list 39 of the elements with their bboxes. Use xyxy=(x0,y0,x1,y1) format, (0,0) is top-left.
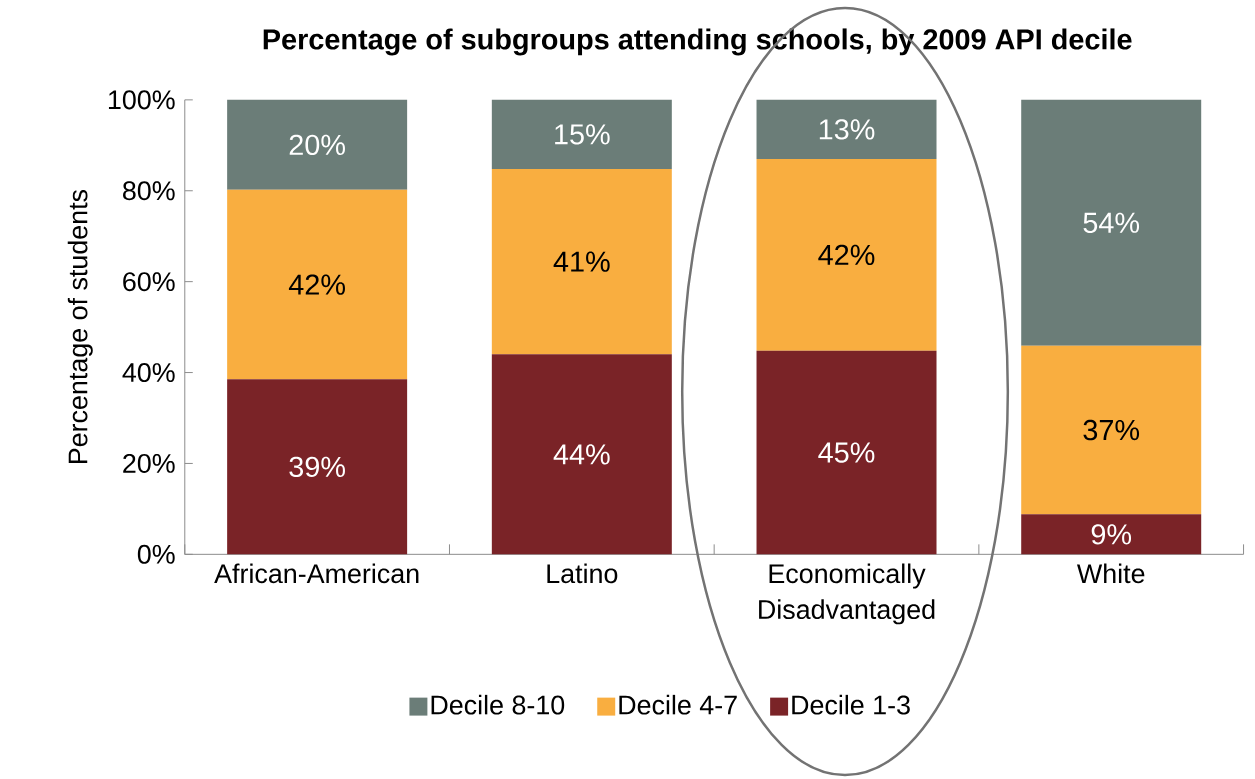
y-tick-label: 20% xyxy=(123,453,175,473)
data-label: 20% xyxy=(289,134,345,156)
y-tick-label: 80% xyxy=(123,181,175,201)
bar xyxy=(227,189,408,380)
y-axis-title: Percentage of students xyxy=(67,189,93,464)
legend-label: Decile 1-3 xyxy=(792,694,910,715)
x-tick-label: Economically Disadvantaged xyxy=(759,563,935,625)
legend-label: Decile 4-7 xyxy=(619,694,737,715)
x-tick-label: White xyxy=(1076,563,1145,584)
y-tick-label: 100% xyxy=(108,90,175,110)
data-label: 39% xyxy=(289,456,345,478)
chart-title: Percentage of subgroups attending schools, by 2009 API decile xyxy=(263,28,1132,56)
bar xyxy=(491,99,672,169)
bar xyxy=(1021,514,1202,555)
x-tick-label: African-American xyxy=(214,563,419,584)
data-label: 13% xyxy=(819,119,875,140)
data-label: 42% xyxy=(818,244,875,265)
data-label: 54% xyxy=(1083,212,1140,233)
bar xyxy=(756,99,937,159)
bar xyxy=(756,350,937,555)
bar xyxy=(491,168,672,355)
bar xyxy=(1021,345,1202,515)
y-tick-label: 60% xyxy=(123,272,175,292)
bar xyxy=(227,99,408,190)
bar xyxy=(227,379,408,555)
bar xyxy=(1021,99,1202,346)
data-label: 42% xyxy=(288,274,345,295)
legend-label: Decile 8-10 xyxy=(431,694,565,715)
data-label: 15% xyxy=(555,124,610,145)
y-tick-label: 0% xyxy=(137,544,175,564)
y-tick-label: 40% xyxy=(122,363,175,383)
x-tick-label: Latino xyxy=(547,563,618,584)
data-label: 41% xyxy=(553,251,610,272)
data-label: 45% xyxy=(818,442,875,463)
data-label: 9% xyxy=(1091,524,1132,545)
data-label: 37% xyxy=(1083,419,1140,441)
bar xyxy=(756,158,937,351)
data-label: 44% xyxy=(553,444,610,465)
bar xyxy=(491,354,672,555)
